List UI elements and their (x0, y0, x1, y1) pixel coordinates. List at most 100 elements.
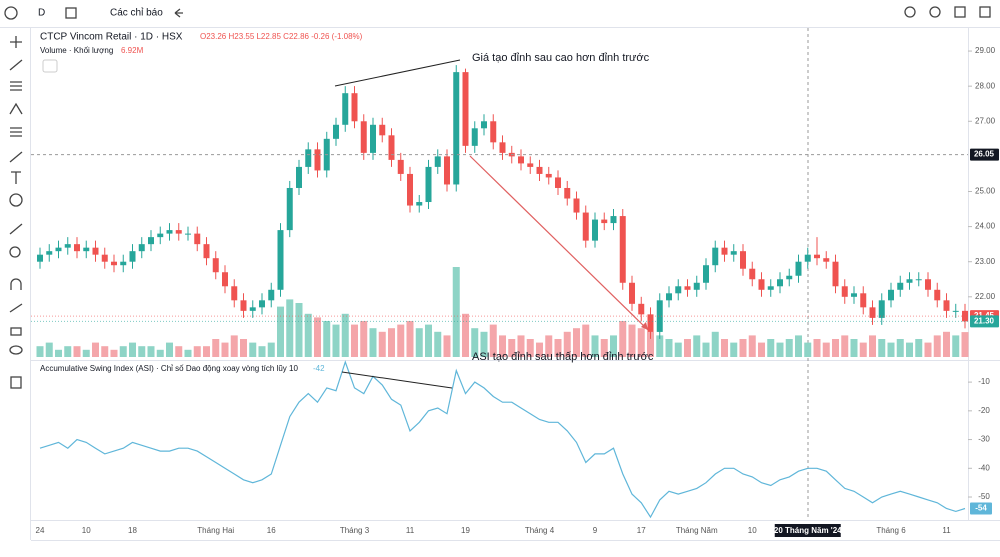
volume-bar (896, 339, 904, 357)
volume-bar (526, 339, 534, 357)
candle-body (619, 216, 626, 283)
volume-bar (55, 349, 62, 357)
y-tick-label: 27.00 (975, 116, 996, 125)
volume-bar (323, 321, 331, 357)
candle-body (906, 279, 913, 283)
interval-button[interactable]: D (38, 8, 45, 19)
search-button[interactable] (904, 6, 916, 18)
symbol-title: CTCP Vincom Retail · 1D · HSX (40, 32, 183, 43)
volume-bar (129, 342, 136, 357)
chart-type-button[interactable] (65, 7, 77, 19)
candle-body (832, 261, 839, 287)
candle-body (656, 300, 663, 332)
y-tick-label: 29.00 (975, 46, 996, 55)
volume-bar (693, 335, 701, 357)
volume-bar (480, 331, 488, 357)
volume-bar (64, 346, 72, 357)
candle-body (249, 307, 256, 311)
candle-body (860, 293, 867, 308)
volume-bar (267, 342, 275, 357)
volume-bar (489, 324, 497, 357)
volume-bar (600, 339, 608, 357)
candle-body (462, 72, 469, 146)
candle-body (203, 244, 210, 259)
crosshair-tool[interactable] (10, 36, 22, 48)
x-tick-label: Tháng 3 (340, 526, 370, 535)
candle-body (814, 254, 820, 259)
volume-bar (832, 339, 839, 357)
measure-tool[interactable] (9, 223, 23, 235)
magnet-tool[interactable] (10, 278, 22, 290)
text-tool[interactable] (11, 171, 21, 184)
candle-body (259, 300, 265, 308)
brush-tool[interactable] (9, 151, 23, 163)
volume-bar (156, 349, 164, 357)
volume-bar (360, 321, 368, 357)
volume-bar (452, 267, 460, 357)
candle-body (712, 247, 719, 266)
pattern-tool[interactable] (9, 102, 23, 115)
y-tick-label: -50 (978, 492, 990, 501)
candle-body (425, 166, 432, 203)
candle-body (888, 289, 894, 301)
asi-legend: Accumulative Swing Index (ASI) · Chỉ số … (40, 364, 298, 373)
volume-bar (739, 339, 747, 357)
volume-bar (184, 349, 192, 357)
candle-body (777, 279, 783, 287)
volume-bar (850, 339, 858, 357)
candle-body (194, 233, 201, 245)
volume-bar (554, 339, 562, 357)
add-symbol-button[interactable] (4, 6, 18, 20)
candle-body (240, 300, 247, 311)
volume-bar (166, 342, 173, 357)
candle-body (185, 233, 191, 235)
candle-body (943, 300, 950, 311)
candle-body (684, 286, 691, 290)
volume-bar (619, 321, 627, 357)
volume-bar (933, 335, 941, 357)
candle-body (749, 268, 756, 280)
candle-body (314, 149, 321, 171)
volume-bar (859, 342, 867, 357)
volume-bar (656, 335, 664, 357)
visibility-tool[interactable] (9, 345, 23, 355)
forecast-tool[interactable] (10, 127, 22, 137)
delete-tool[interactable] (10, 376, 22, 389)
candle-body (453, 72, 460, 185)
volume-bar (822, 342, 830, 357)
indicators-button[interactable]: Các chỉ báo (110, 7, 163, 19)
settings-button[interactable] (929, 6, 941, 18)
volume-bar (674, 342, 682, 357)
lock-draw-tool[interactable] (9, 303, 23, 313)
volume-bar (119, 346, 127, 357)
candle-body (481, 121, 487, 129)
zoom-tool[interactable] (9, 246, 21, 258)
collapse-legend-button[interactable] (42, 59, 58, 73)
volume-bar (147, 346, 155, 357)
crosshair-date-label: 20 Tháng Năm '24 (774, 526, 842, 535)
lock-tool[interactable] (10, 327, 22, 336)
candle-body (804, 254, 811, 262)
candle-body (545, 173, 552, 178)
volume-bar (508, 339, 516, 357)
snapshot-button[interactable] (979, 6, 991, 18)
candle-body (305, 149, 312, 167)
x-tick-label: Tháng 4 (525, 526, 555, 535)
candle-body (379, 124, 386, 136)
volume-legend: Volume · Khối lượng (40, 46, 113, 55)
undo-button[interactable] (174, 8, 183, 18)
x-tick-label: 16 (267, 526, 276, 535)
volume-bar (702, 342, 710, 357)
fullscreen-button[interactable] (954, 6, 966, 18)
volume-bar (82, 349, 90, 357)
x-tick-label: 11 (942, 526, 951, 535)
volume-bar (887, 342, 895, 357)
volume-bar (906, 342, 913, 357)
trendline-tool[interactable] (9, 59, 23, 71)
icon-tool[interactable] (9, 193, 23, 207)
volume-bar (193, 346, 201, 357)
y-tick-label: -30 (978, 435, 990, 444)
candle-body (564, 187, 571, 199)
fib-tool[interactable] (10, 81, 22, 91)
volume-bar (748, 335, 756, 357)
